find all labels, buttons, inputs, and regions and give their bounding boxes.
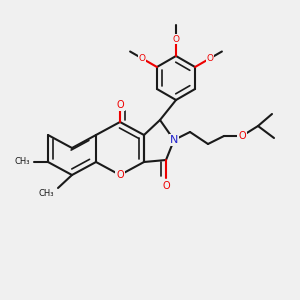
Text: O: O — [162, 181, 170, 191]
Text: O: O — [206, 54, 213, 63]
Text: CH₃: CH₃ — [14, 158, 30, 166]
Text: CH₃: CH₃ — [38, 190, 54, 199]
Text: O: O — [238, 131, 246, 141]
Text: O: O — [139, 54, 146, 63]
Text: O: O — [172, 34, 179, 43]
Text: O: O — [162, 181, 170, 191]
Text: O: O — [116, 170, 124, 180]
Text: O: O — [116, 100, 124, 110]
Text: O: O — [116, 170, 124, 180]
Text: N: N — [170, 135, 178, 145]
Text: O: O — [116, 100, 124, 110]
Text: N: N — [170, 135, 178, 145]
